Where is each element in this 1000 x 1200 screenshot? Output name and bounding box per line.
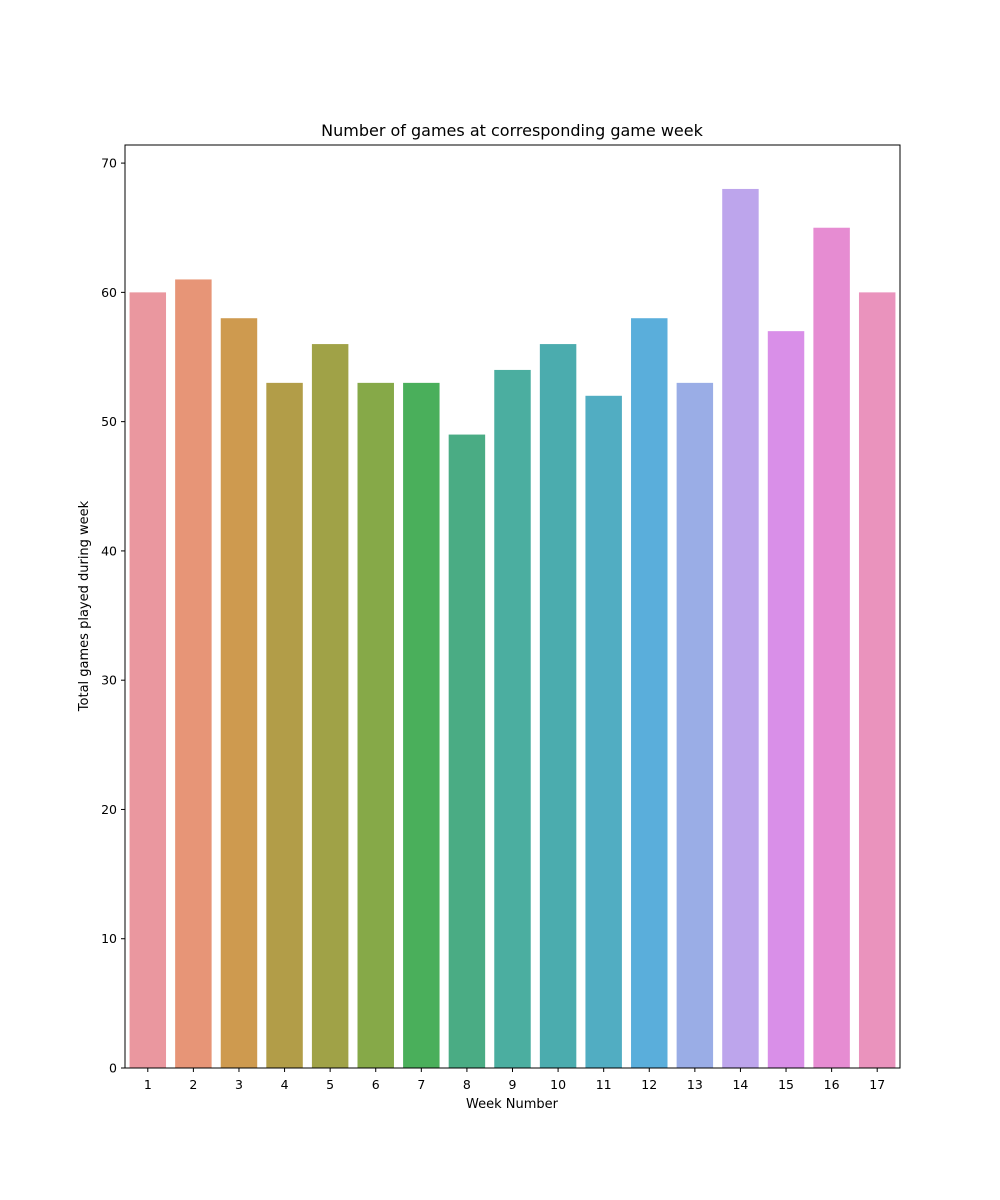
x-tick-label: 17: [869, 1077, 885, 1092]
bar-week-3: [220, 318, 258, 1069]
y-tick-label: 10: [101, 931, 117, 946]
chart-title: Number of games at corresponding game we…: [321, 121, 703, 140]
bar-week-13: [676, 382, 714, 1068]
y-tick-label: 70: [101, 156, 117, 171]
bar-week-14: [722, 188, 759, 1068]
bars-group: [129, 188, 896, 1069]
y-tick-label: 30: [101, 673, 117, 688]
bar-week-8: [448, 434, 486, 1068]
bar-week-5: [311, 344, 349, 1069]
bar-week-15: [767, 331, 805, 1068]
x-tick-label: 6: [372, 1077, 380, 1092]
x-tick-label: 1: [144, 1077, 152, 1092]
y-tick-label: 50: [101, 414, 117, 429]
y-tick-label: 0: [109, 1061, 117, 1076]
x-axis-label: Week Number: [466, 1097, 559, 1112]
x-tick-label: 16: [824, 1077, 840, 1092]
y-axis-ticks: 0 10 20 30 40 50 60 70: [101, 156, 125, 1076]
y-tick-label: 60: [101, 285, 117, 300]
x-tick-label: 14: [732, 1077, 748, 1092]
x-tick-label: 5: [326, 1077, 334, 1092]
y-tick-label: 20: [101, 802, 117, 817]
bar-week-6: [357, 382, 394, 1068]
bar-week-9: [494, 369, 531, 1068]
plot-area-frame: [124, 144, 901, 1069]
bar-week-16: [813, 227, 850, 1069]
x-tick-label: 3: [235, 1077, 243, 1092]
bar-week-11: [585, 395, 622, 1068]
x-tick-label: 10: [550, 1077, 566, 1092]
bar-week-12: [631, 318, 668, 1069]
x-tick-label: 11: [596, 1077, 612, 1092]
x-axis-ticks: 1 2 3 4 5 6 7 8 9 10 11 12 13 14 15 16 17: [144, 1068, 885, 1092]
bar-week-17: [858, 292, 896, 1068]
x-tick-label: 4: [281, 1077, 289, 1092]
x-tick-label: 8: [463, 1077, 471, 1092]
bar-week-2: [175, 279, 212, 1068]
bar-week-4: [266, 382, 303, 1068]
x-tick-label: 13: [687, 1077, 703, 1092]
bar-week-7: [403, 382, 440, 1068]
bar-week-10: [539, 344, 577, 1069]
x-tick-label: 12: [641, 1077, 657, 1092]
x-tick-label: 9: [509, 1077, 517, 1092]
x-tick-label: 2: [189, 1077, 197, 1092]
x-tick-label: 7: [417, 1077, 425, 1092]
y-tick-label: 40: [101, 543, 117, 558]
y-axis-label: Total games played during week: [77, 500, 92, 712]
x-tick-label: 15: [778, 1077, 794, 1092]
bar-week-1: [129, 292, 167, 1068]
